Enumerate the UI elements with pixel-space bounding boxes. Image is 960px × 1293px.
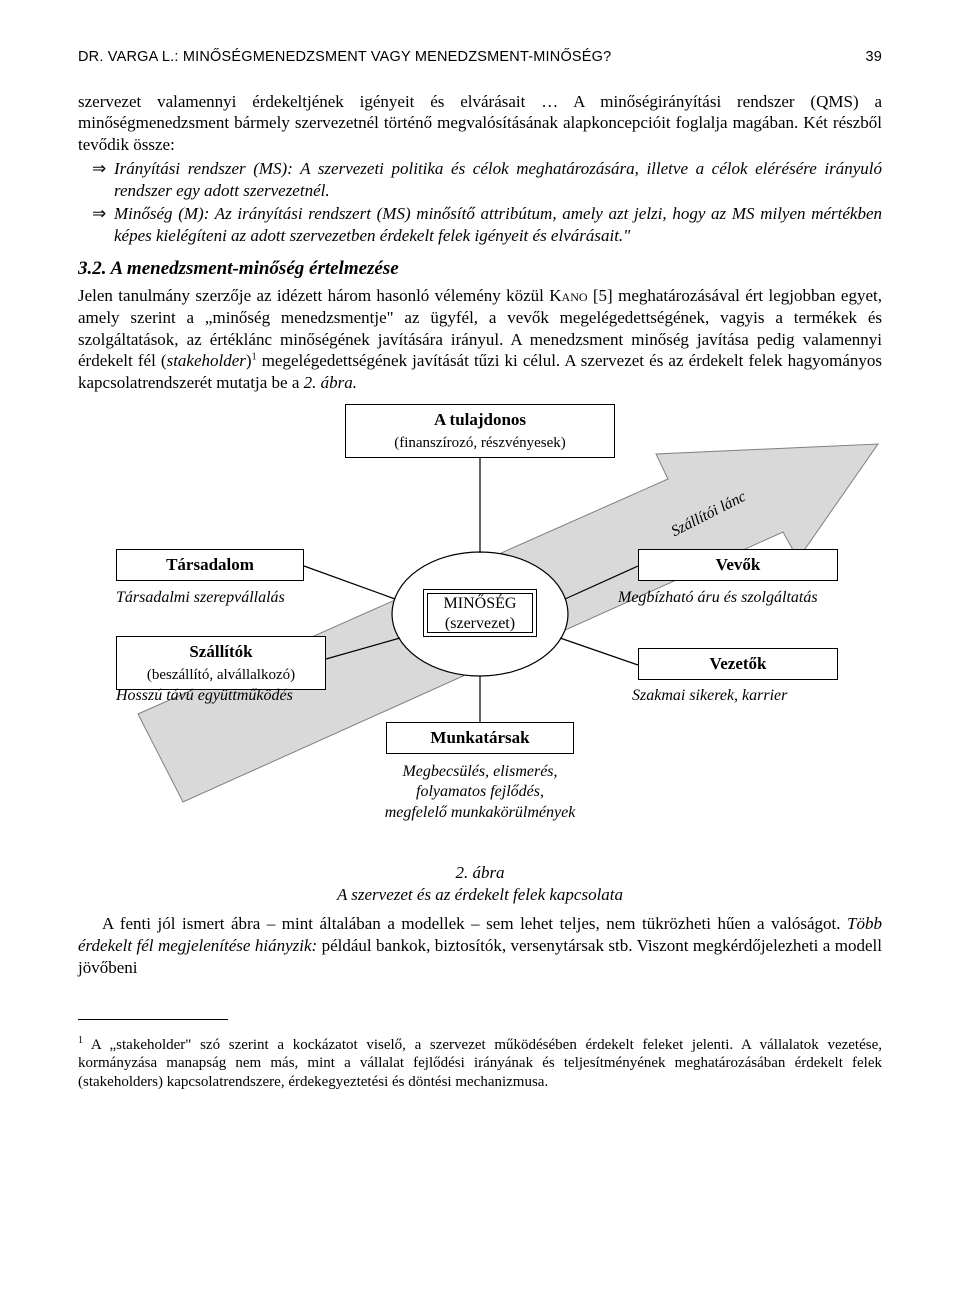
paragraph-after-figure: A fenti jól ismert ábra – mint általában… <box>78 913 882 978</box>
author-kano: Kano <box>549 286 587 305</box>
paragraph-intro: szervezet valamennyi érdekeltjének igény… <box>78 91 882 156</box>
label-munkatarsak-sub: Megbecsülés, elismerés, folyamatos fejlő… <box>346 762 614 823</box>
node-minoseg-center: MINŐSÉG (szervezet) <box>423 589 537 637</box>
footnote-1: 1 A „stakeholder" szó szerint a kockázat… <box>78 1035 882 1092</box>
subsection-heading: 3.2. A menedzsment-minőség értelmezése <box>78 257 882 281</box>
node-vevok: Vevők <box>638 549 838 581</box>
label-vevok-sub: Megbízható áru és szolgáltatás <box>618 588 858 608</box>
footnote-rule <box>78 1019 228 1020</box>
label-szallitok-sub: Hosszú távú együttműködés <box>116 686 346 706</box>
bullet-item-m: ⇒Minőség (M): Az irányítási rendszert (M… <box>114 203 882 247</box>
node-tulajdonos: A tulajdonos (finanszírozó, részvényesek… <box>345 404 615 458</box>
node-vezetok: Vezetők <box>638 648 838 680</box>
running-head-text: DR. VARGA L.: MINŐSÉGMENEDZSMENT VAGY ME… <box>78 49 611 65</box>
page-number: 39 <box>865 48 882 67</box>
double-arrow-icon: ⇒ <box>92 158 114 180</box>
figure-2-stakeholder-diagram: MINŐSÉG (szervezet) A tulajdonos (finans… <box>78 404 882 854</box>
running-head: DR. VARGA L.: MINŐSÉGMENEDZSMENT VAGY ME… <box>78 48 882 67</box>
label-tarsadalom-sub: Társadalmi szerepvállalás <box>116 588 326 608</box>
bullet-item-ms: ⇒Irányítási rendszer (MS): A szervezeti … <box>114 158 882 202</box>
paragraph-3-2: Jelen tanulmány szerzője az idézett háro… <box>78 285 882 394</box>
spoke <box>560 638 638 665</box>
figure-caption: 2. ábra A szervezet és az érdekelt felek… <box>78 862 882 906</box>
double-arrow-icon: ⇒ <box>92 203 114 225</box>
node-munkatarsak: Munkatársak <box>386 722 574 754</box>
node-szallitok: Szállítók (beszállító, alvállalkozó) <box>116 636 326 690</box>
label-vezetok-sub: Szakmai sikerek, karrier <box>632 686 852 706</box>
node-tarsadalom: Társadalom <box>116 549 304 581</box>
